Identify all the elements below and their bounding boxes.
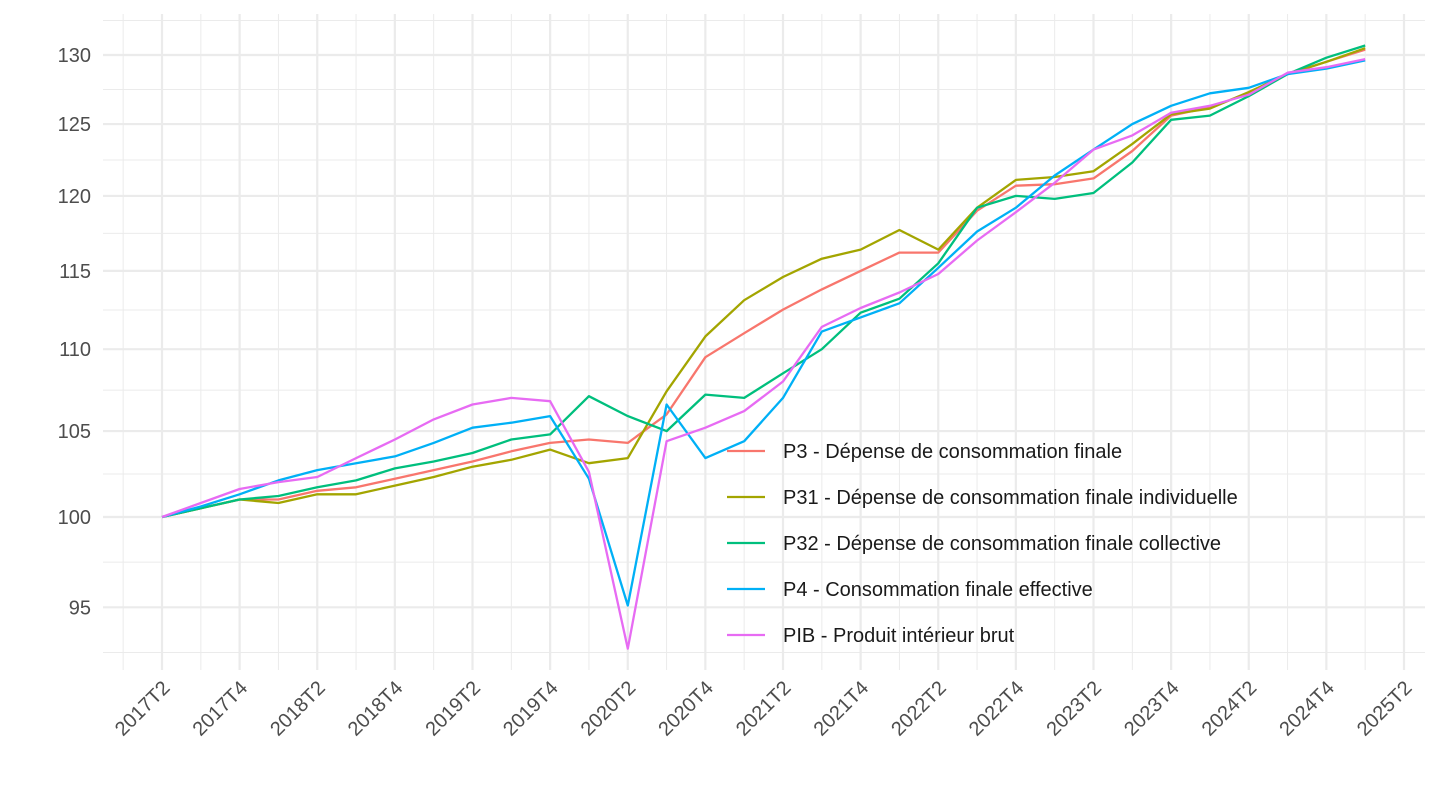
y-tick-label: 100 <box>58 507 91 529</box>
x-tick-label: 2023T2 <box>1043 677 1107 741</box>
series-line <box>161 44 1366 519</box>
y-tick-label: 105 <box>58 421 91 443</box>
x-tick-label: 2023T4 <box>1120 677 1184 741</box>
legend-label: P3 - Dépense de consommation finale <box>783 441 1122 463</box>
x-tick-label: 2019T2 <box>422 677 486 741</box>
x-tick-label: 2020T2 <box>577 677 641 741</box>
legend-label: P32 - Dépense de consommation finale col… <box>783 533 1221 555</box>
x-tick-label: 2019T4 <box>499 677 563 741</box>
y-axis: 95 100 105 110 115 120 125 130 <box>58 45 91 619</box>
x-axis: 2017T2 2017T4 2018T2 2018T4 2019T2 2019T4 2020… <box>111 677 1417 741</box>
y-tick-label: 130 <box>58 45 91 67</box>
series-line <box>161 47 1366 519</box>
x-tick-label: 2018T4 <box>344 677 408 741</box>
legend-label: PIB - Produit intérieur brut <box>783 625 1015 647</box>
x-tick-label: 2024T4 <box>1275 677 1339 741</box>
y-tick-label: 125 <box>58 114 91 136</box>
legend: P3 - Dépense de consommation finale P31 -… <box>727 441 1238 647</box>
x-tick-label: 2021T4 <box>810 677 874 741</box>
x-tick-label: 2024T2 <box>1198 677 1262 741</box>
y-tick-label: 95 <box>69 597 91 619</box>
x-tick-label: 2017T4 <box>189 677 253 741</box>
x-tick-label: 2017T2 <box>111 677 175 741</box>
grid <box>103 14 1425 670</box>
x-tick-label: 2025T2 <box>1353 677 1417 741</box>
legend-label: P4 - Consommation finale effective <box>783 579 1093 601</box>
x-tick-label: 2022T2 <box>887 677 951 741</box>
y-tick-label: 120 <box>58 186 91 208</box>
series-lines <box>161 44 1366 650</box>
legend-label: P31 - Dépense de consommation finale ind… <box>783 487 1238 509</box>
x-tick-label: 2021T2 <box>732 677 796 741</box>
series-line <box>161 57 1366 650</box>
x-tick-label: 2018T2 <box>266 677 330 741</box>
series-line <box>161 48 1366 519</box>
x-tick-label: 2022T4 <box>965 677 1029 741</box>
series-line <box>161 59 1366 607</box>
y-tick-label: 110 <box>59 339 91 361</box>
x-tick-label: 2020T4 <box>654 677 718 741</box>
y-tick-label: 115 <box>59 261 91 283</box>
